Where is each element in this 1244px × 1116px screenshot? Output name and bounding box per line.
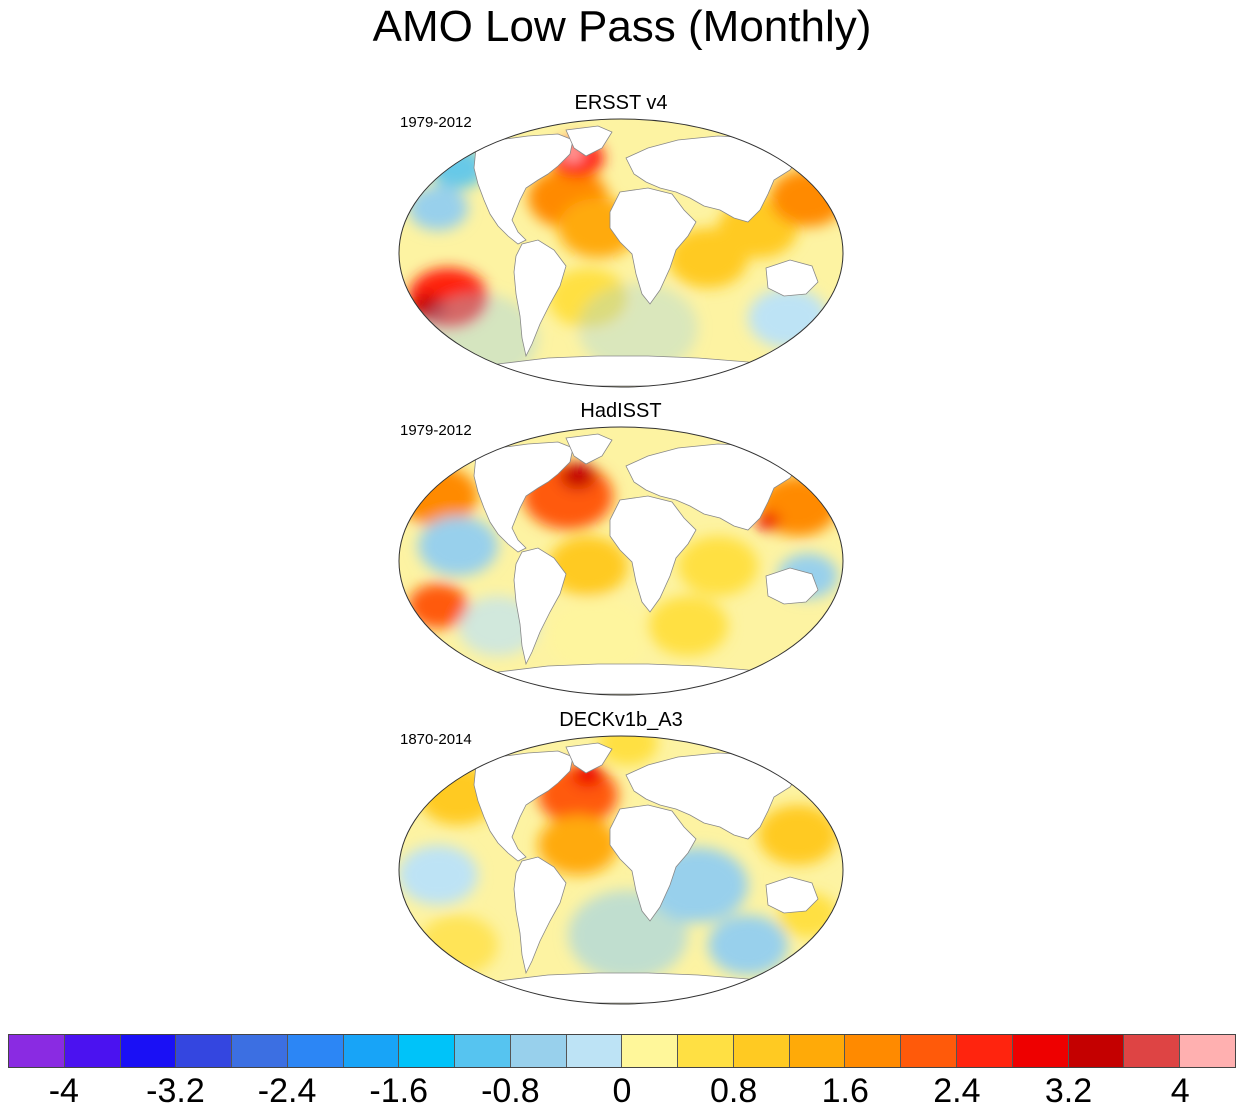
colorbar-swatch (343, 1035, 400, 1067)
colorbar-swatch (733, 1035, 790, 1067)
colorbar-swatch (678, 1035, 734, 1067)
land-masses (473, 433, 819, 695)
world-map-hadisst (398, 426, 844, 696)
colorbar-swatch (455, 1035, 511, 1067)
panel-years: 1979-2012 (400, 422, 472, 439)
colorbar-tick-label: -0.8 (481, 1072, 540, 1110)
anomaly-region (399, 845, 478, 905)
colorbar-tick-label: -1.6 (369, 1072, 429, 1110)
map-border (398, 118, 844, 388)
world-map-deck (398, 735, 844, 1005)
anomaly-region (560, 462, 596, 490)
colorbar-swatch (9, 1035, 65, 1067)
map-border (398, 735, 844, 1005)
anomaly-region (548, 536, 628, 596)
anomaly-region (548, 598, 648, 674)
continent-greenland (565, 742, 613, 774)
colorbar-tick-label: 0.8 (709, 1072, 758, 1110)
continent-samerica (513, 856, 567, 975)
colorbar-swatch (622, 1035, 679, 1067)
anomaly-region (408, 583, 468, 629)
colorbar-tick-label: 2.4 (933, 1072, 981, 1110)
colorbar-tick-label: -4 (48, 1072, 79, 1110)
anomaly-region (408, 185, 468, 231)
anomaly-region (708, 915, 788, 975)
colorbar-swatch (120, 1035, 177, 1067)
colorbar-swatch (1180, 1035, 1235, 1067)
continent-namerica (473, 750, 574, 862)
anomaly-region (770, 169, 843, 227)
continent-australia (765, 567, 819, 605)
continent-africa (609, 187, 697, 305)
colorbar-swatch (957, 1035, 1013, 1067)
colorbar-swatch (287, 1035, 344, 1067)
continent-namerica (473, 441, 574, 553)
anomaly-region (418, 915, 498, 975)
figure-title: AMO Low Pass (Monthly) (372, 2, 872, 51)
anomaly-region (648, 596, 728, 656)
map-panel-deck: DECKv1b_A3 1870-2014 (398, 709, 844, 1005)
colorbar-swatch (399, 1035, 456, 1067)
continent-africa (609, 804, 697, 922)
colorbar-swatch (1068, 1035, 1125, 1067)
colorbar-ticks: -4 -3.2 -2.4 -1.6 -0.8 0 0.8 1.6 2.4 3.2 4 (8, 1072, 1236, 1116)
panel-title: HadISST (580, 400, 662, 422)
ocean-field (399, 119, 843, 387)
continent-africa (609, 495, 697, 613)
world-map-ersst (398, 118, 844, 388)
colorbar-swatch (789, 1035, 846, 1067)
colorbar-tick-label: 4 (1170, 1072, 1190, 1110)
panel-title: DECKv1b_A3 (559, 709, 683, 731)
continent-samerica (513, 547, 567, 666)
anomaly-region (678, 536, 758, 596)
continent-australia (765, 259, 819, 297)
panel-title: ERSST v4 (574, 92, 668, 114)
colorbar-swatch (901, 1035, 958, 1067)
continent-australia (765, 876, 819, 914)
anomaly-region (400, 144, 436, 172)
colorbar-swatch (845, 1035, 902, 1067)
colorbar (8, 1034, 1236, 1068)
continent-greenland (565, 125, 613, 157)
colorbar-swatch (176, 1035, 233, 1067)
anomaly-region (538, 815, 618, 875)
ocean-field (399, 427, 843, 695)
colorbar-swatch (1124, 1035, 1181, 1067)
anomaly-region (598, 736, 658, 766)
ocean-field (399, 736, 843, 1004)
anomaly-region (578, 283, 698, 373)
colorbar-tick-label: -2.4 (257, 1072, 317, 1110)
colorbar-swatch (1012, 1035, 1069, 1067)
colorbar-swatch (232, 1035, 288, 1067)
panel-years: 1979-2012 (400, 114, 472, 131)
colorbar-swatch (566, 1035, 623, 1067)
map-panel-hadisst: HadISST 1979-2012 (398, 400, 844, 696)
map-panel-ersst: ERSST v4 1979-2012 (398, 92, 844, 388)
colorbar-swatch (510, 1035, 567, 1067)
colorbar-tick-label: 3.2 (1044, 1072, 1093, 1110)
continent-namerica (473, 133, 574, 245)
colorbar-swatch (64, 1035, 121, 1067)
continent-samerica (513, 239, 567, 358)
anomaly-region (758, 805, 838, 865)
colorbar-tick-label: 1.6 (821, 1072, 869, 1110)
panel-years: 1870-2014 (400, 731, 472, 748)
land-masses (473, 125, 819, 387)
anomaly-region (418, 516, 498, 576)
anomaly-region (748, 288, 828, 348)
colorbar-tick-label: -3.2 (146, 1072, 205, 1110)
map-border (398, 426, 844, 696)
anomaly-region (568, 890, 688, 980)
colorbar-tick-label: 0 (612, 1072, 632, 1110)
continent-greenland (565, 433, 613, 465)
anomaly-region (756, 512, 780, 530)
